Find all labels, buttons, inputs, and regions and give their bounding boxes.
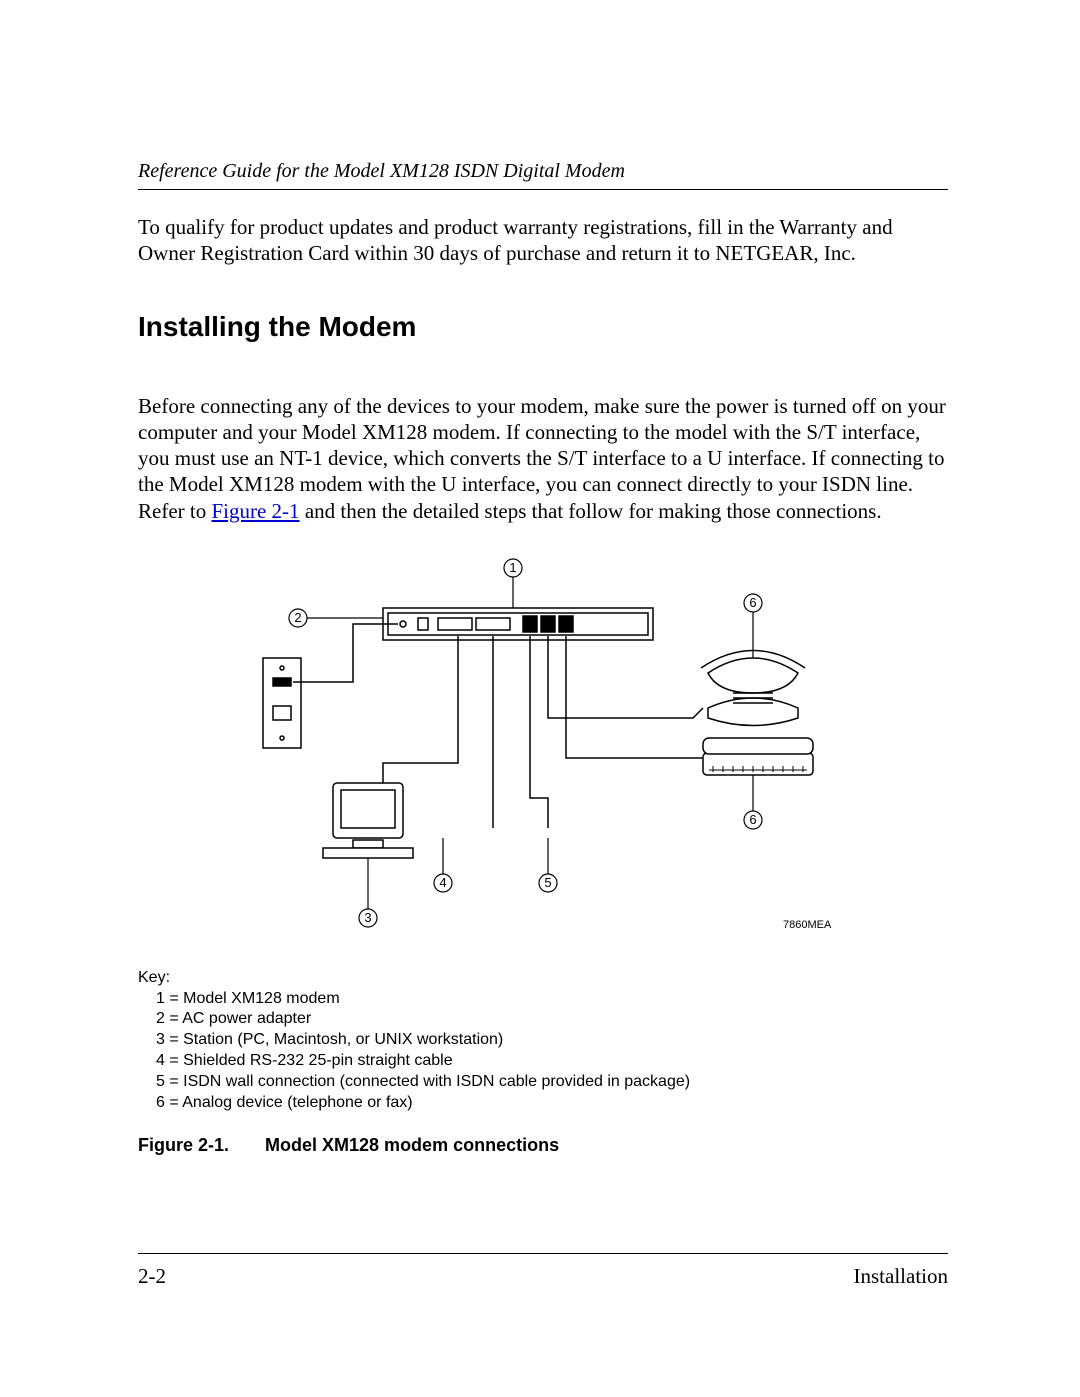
- para-text-post: and then the detailed steps that follow …: [300, 499, 882, 523]
- key-item: 3 = Station (PC, Macintosh, or UNIX work…: [156, 1030, 948, 1051]
- callout-5: 5: [544, 875, 551, 890]
- connection-diagram: 1 2 3 4 5 6 6 7860MEA: [223, 558, 863, 958]
- page: Reference Guide for the Model XM128 ISDN…: [0, 0, 1080, 1397]
- callout-6b: 6: [749, 812, 756, 827]
- callout-1: 1: [509, 560, 516, 575]
- section-heading: Installing the Modem: [138, 311, 948, 343]
- key-label: Key:: [138, 968, 948, 989]
- footer-rule: [138, 1253, 948, 1254]
- callout-6a: 6: [749, 595, 756, 610]
- callout-2: 2: [294, 610, 301, 625]
- drawing-code: 7860MEA: [783, 919, 832, 931]
- caption-label: Figure 2-1.: [138, 1135, 229, 1155]
- caption-text: Model XM128 modem connections: [265, 1135, 559, 1155]
- key-item: 2 = AC power adapter: [156, 1009, 948, 1030]
- figure-container: 1 2 3 4 5 6 6 7860MEA: [138, 558, 948, 958]
- page-footer: 2-2 Installation: [138, 1253, 948, 1289]
- key-item: 6 = Analog device (telephone or fax): [156, 1093, 948, 1114]
- figure-key: Key: 1 = Model XM128 modem 2 = AC power …: [138, 968, 948, 1114]
- figure-link[interactable]: Figure 2-1: [211, 499, 299, 523]
- key-item: 4 = Shielded RS-232 25-pin straight cabl…: [156, 1051, 948, 1072]
- page-number: 2-2: [138, 1264, 166, 1289]
- callout-4: 4: [439, 875, 446, 890]
- callout-3: 3: [364, 910, 371, 925]
- running-header: Reference Guide for the Model XM128 ISDN…: [138, 160, 948, 183]
- footer-section: Installation: [854, 1264, 948, 1289]
- key-item: 5 = ISDN wall connection (connected with…: [156, 1072, 948, 1093]
- header-rule: [138, 189, 948, 190]
- figure-caption: Figure 2-1. Model XM128 modem connections: [138, 1135, 948, 1156]
- intro-paragraph: To qualify for product updates and produ…: [138, 214, 948, 267]
- body-paragraph: Before connecting any of the devices to …: [138, 393, 948, 524]
- key-item: 1 = Model XM128 modem: [156, 989, 948, 1010]
